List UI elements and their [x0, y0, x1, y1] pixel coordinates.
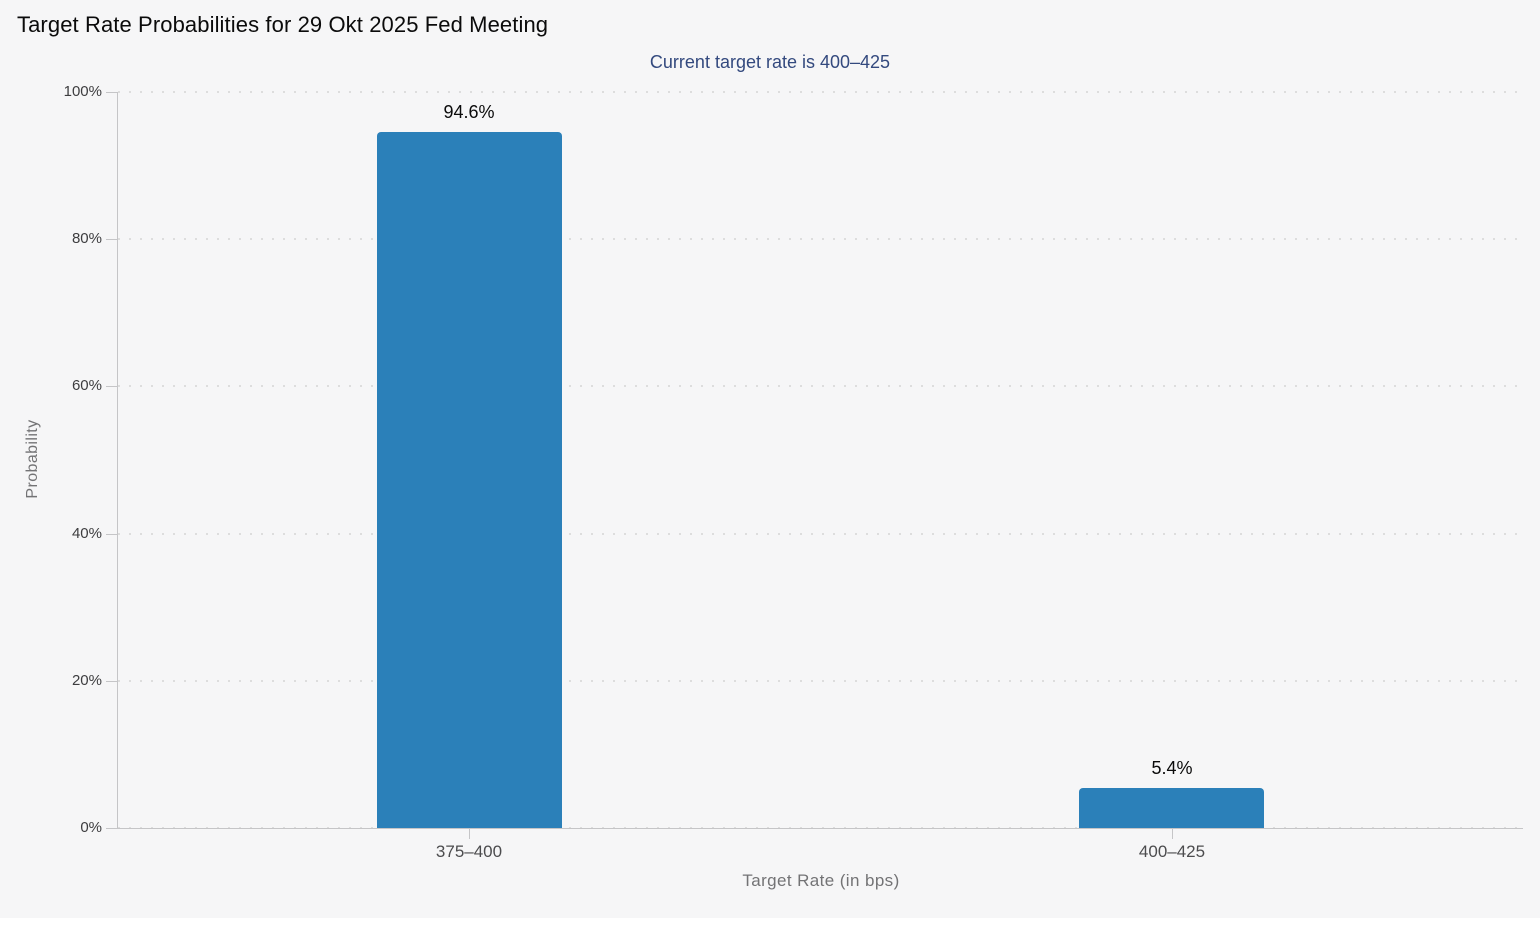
chart-title: Target Rate Probabilities for 29 Okt 202… [17, 12, 549, 37]
y-tick-label-0: 0% [80, 819, 102, 836]
y-tick-label-20: 20% [71, 672, 102, 689]
y-axis-tick-80 [106, 239, 118, 240]
bar-value-label-1: 94.6% [443, 102, 495, 122]
gridline-100 [118, 91, 1523, 93]
y-axis-line [117, 92, 118, 828]
y-axis-title: Probability [24, 419, 41, 499]
bar-400-425[interactable] [1079, 788, 1264, 828]
chart-subtitle: Current target rate is 400–425 [649, 52, 891, 72]
gridline-40 [118, 533, 1523, 535]
y-axis-tick-60 [106, 386, 118, 387]
y-tick-label-80: 80% [71, 230, 102, 247]
bar-375-400[interactable] [377, 132, 562, 828]
bar-value-label-2: 5.4% [1151, 758, 1193, 778]
x-category-label-2: 400–425 [1138, 842, 1206, 861]
y-axis-tick-40 [106, 534, 118, 535]
x-axis-tick-1 [469, 829, 470, 839]
gridline-60 [118, 385, 1523, 387]
y-axis-tick-20 [106, 681, 118, 682]
y-tick-label-100: 100% [63, 83, 102, 100]
x-category-label-1: 375–400 [435, 842, 503, 861]
gridline-20 [118, 680, 1523, 682]
y-tick-label-60: 60% [71, 377, 102, 394]
x-axis-line [117, 828, 1523, 829]
y-axis-tick-0 [106, 828, 118, 829]
y-tick-label-40: 40% [71, 525, 102, 542]
x-axis-tick-2 [1172, 829, 1173, 839]
x-axis-title: Target Rate (in bps) [742, 871, 900, 890]
gridline-80 [118, 238, 1523, 240]
y-axis-tick-100 [106, 92, 118, 93]
